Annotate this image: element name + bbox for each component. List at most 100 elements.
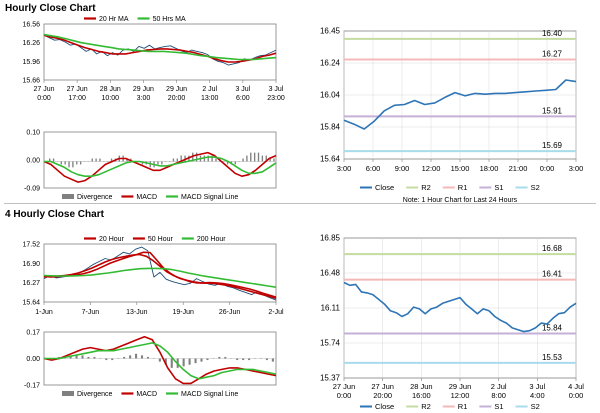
x-tick-label: 21:00 <box>509 164 528 173</box>
legend-label: Divergence <box>77 194 113 201</box>
divergence-bar <box>188 358 191 365</box>
divergence-bar <box>224 356 227 359</box>
y-tick-label: 16.24 <box>320 59 341 68</box>
divergence-bar <box>273 158 275 162</box>
legend-label: 200 Hour <box>197 236 226 243</box>
level-label-s2: 15.53 <box>542 353 563 362</box>
x-tick-label: 1-Jun <box>35 309 53 316</box>
legend-label: MACD Signal Line <box>181 194 238 201</box>
x-tick-label: 20:00 <box>373 391 392 400</box>
divergence-bar <box>79 161 82 165</box>
divergence-bar <box>161 161 163 165</box>
level-label-s1: 15.91 <box>542 106 563 115</box>
x-tick-label: 0:00 <box>569 391 584 400</box>
level-label-s1: 15.84 <box>542 324 563 333</box>
legend-label: S1 <box>494 402 503 411</box>
x-tick-label: 15:00 <box>451 164 470 173</box>
divergence-bar <box>81 355 84 359</box>
divergence-bar <box>146 356 149 359</box>
divergence-bar <box>192 152 194 162</box>
divergence-bar <box>105 358 108 361</box>
divergence-bar <box>226 161 229 165</box>
divergence-bar <box>91 158 93 162</box>
x-tick-label: 0:00 <box>37 95 51 102</box>
x-tick-label: 3:00 <box>569 164 584 173</box>
y-tick-label: 16.04 <box>320 91 341 100</box>
divergence-bar <box>253 152 256 162</box>
chart-note: Note: 1 Hour Chart for Last 24 Hours <box>403 197 518 204</box>
x-tick-label: 12:00 <box>422 164 441 173</box>
x-tick-label: 27 Jun <box>67 86 88 93</box>
divergence-bar <box>206 358 209 361</box>
legend-label: S2 <box>531 183 540 192</box>
divergence-bar <box>60 161 62 165</box>
divergence-bar <box>182 358 185 367</box>
divergence-bar <box>99 158 101 162</box>
divergence-bar <box>75 355 78 359</box>
x-tick-label: 7-Jun <box>82 309 100 316</box>
legend-label: MACD <box>136 194 157 201</box>
divergence-bar <box>129 355 132 359</box>
legend-label: R1 <box>458 183 468 192</box>
series-line-macd-signal-line <box>44 342 277 380</box>
divergence-bar <box>126 158 128 162</box>
x-tick-label: 13:00 <box>201 95 219 102</box>
divergence-bar <box>200 358 203 362</box>
divergence-bar <box>111 358 114 361</box>
series-line-macd <box>43 335 277 385</box>
x-tick-label: 6:00 <box>366 164 381 173</box>
divergence-bar <box>180 155 182 162</box>
x-tick-label: 29 Jun <box>449 382 472 391</box>
divergence-bar <box>261 155 264 162</box>
y-tick-label: 16.48 <box>320 269 341 278</box>
legend-label: S1 <box>494 183 503 192</box>
legend-label: Divergence <box>77 391 113 398</box>
divergence-bar <box>49 158 51 162</box>
divergence-bar <box>95 158 97 162</box>
divergence-bar <box>87 356 90 359</box>
divergence-bar <box>207 155 209 162</box>
y-tick-label: 15.64 <box>320 155 341 164</box>
y-tick-label: 16.85 <box>320 234 341 243</box>
series-line-close <box>343 281 577 333</box>
divergence-bar <box>194 358 197 364</box>
four-hourly-chart-title: 4 Hourly Close Chart <box>5 209 104 220</box>
legend-label: 50 Hour <box>148 236 174 243</box>
x-tick-label: 0:00 <box>540 164 555 173</box>
y-tick-label: 15.66 <box>22 78 40 85</box>
x-tick-label: 0:00 <box>337 391 352 400</box>
x-tick-label: 27 Jun <box>33 86 54 93</box>
y-tick-label: 16.11 <box>321 304 341 313</box>
x-tick-label: 16:00 <box>412 391 431 400</box>
divergence-bar <box>269 158 271 162</box>
divergence-bar <box>170 358 173 368</box>
y-tick-label: 15.96 <box>22 59 40 66</box>
divergence-bar <box>257 152 260 162</box>
divergence-bar <box>158 358 161 362</box>
divergence-bar <box>184 155 186 162</box>
y-tick-label: 16.27 <box>22 280 40 287</box>
hourly-chart-title: Hourly Close Chart <box>5 3 96 14</box>
legend-label: S2 <box>531 402 540 411</box>
legend-label: R1 <box>458 402 468 411</box>
divergence-bar <box>211 155 213 162</box>
divergence-bar <box>64 161 66 165</box>
x-tick-label: 2-Jul <box>268 309 284 316</box>
x-tick-label: 27 Jun <box>333 382 356 391</box>
x-tick-label: 3 Jul <box>269 86 284 93</box>
divergence-bar <box>72 161 74 168</box>
y-tick-label: 17.52 <box>22 242 40 249</box>
legend-label: 20 Hr MA <box>99 16 129 23</box>
series-line-macd-signal-line <box>44 156 277 178</box>
divergence-bar <box>234 161 236 165</box>
x-tick-label: 29 Jun <box>166 86 187 93</box>
divergence-bar <box>68 161 70 168</box>
y-tick-label: 15.74 <box>320 339 341 348</box>
y-tick-label: -0.09 <box>24 186 40 193</box>
y-tick-label: 15.37 <box>320 374 341 383</box>
divergence-bar <box>242 358 245 361</box>
x-tick-label: 3:00 <box>137 95 151 102</box>
x-tick-label: 3 Jul <box>529 382 545 391</box>
x-tick-label: 28 Jun <box>410 382 433 391</box>
series-line-20-hr-ma <box>43 34 277 63</box>
